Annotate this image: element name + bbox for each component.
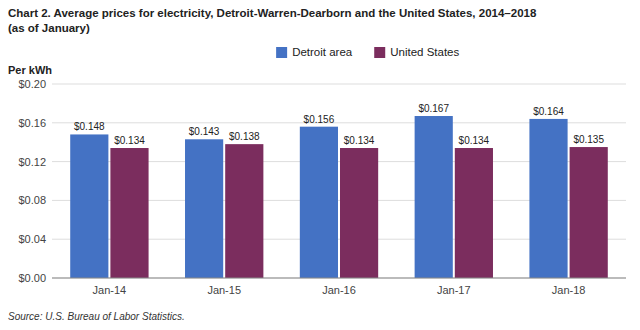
x-tick-label: Jan-17 xyxy=(437,284,471,296)
bar xyxy=(185,139,223,278)
subtitle: (as of January) xyxy=(8,22,90,34)
legend: Detroit area United States xyxy=(276,46,459,58)
bar xyxy=(529,119,567,278)
y-tick-label: $0.00 xyxy=(18,272,46,284)
x-axis-line xyxy=(52,278,626,279)
bar xyxy=(225,144,263,278)
legend-item: Detroit area xyxy=(276,46,353,58)
data-label: $0.156 xyxy=(304,114,335,125)
legend-swatch xyxy=(374,47,385,58)
data-label: $0.143 xyxy=(189,126,220,137)
source: Source: U.S. Bureau of Labor Statistics. xyxy=(8,311,185,322)
bar xyxy=(415,116,453,278)
data-label: $0.134 xyxy=(459,135,490,146)
grid-line xyxy=(52,278,626,279)
y-tick-label: $0.20 xyxy=(18,78,46,90)
data-label: $0.167 xyxy=(418,103,449,114)
legend-label: Detroit area xyxy=(292,46,353,58)
y-axis-label: Per kWh xyxy=(8,64,52,76)
bar xyxy=(455,148,493,278)
legend-item: United States xyxy=(374,46,459,58)
data-label: $0.148 xyxy=(74,121,105,132)
legend-swatch xyxy=(276,47,287,58)
y-tick-label: $0.12 xyxy=(18,156,46,168)
bar xyxy=(300,127,338,278)
y-tick-label: $0.08 xyxy=(18,194,46,206)
bars xyxy=(70,116,608,278)
grid-line xyxy=(52,84,626,85)
bar xyxy=(570,147,608,278)
data-label: $0.138 xyxy=(229,131,260,142)
data-label: $0.135 xyxy=(573,134,604,145)
grid xyxy=(52,84,626,278)
x-tick-label: Jan-14 xyxy=(93,284,127,296)
bar xyxy=(110,148,148,278)
y-tick-label: $0.04 xyxy=(18,233,46,245)
data-label: $0.134 xyxy=(344,135,375,146)
chart: Chart 2. Average prices for electricity,… xyxy=(0,0,640,330)
y-tick-label: $0.16 xyxy=(18,117,46,129)
title: Chart 2. Average prices for electricity,… xyxy=(8,7,537,19)
legend-label: United States xyxy=(390,46,459,58)
bar xyxy=(70,134,108,278)
x-tick-label: Jan-18 xyxy=(552,284,586,296)
data-label: $0.134 xyxy=(114,135,145,146)
x-tick-label: Jan-15 xyxy=(207,284,241,296)
data-labels: $0.148 $0.143 $0.156 $0.167 $0.164 $0.134 $0.1… xyxy=(74,103,604,146)
x-tick-label: Jan-16 xyxy=(322,284,356,296)
bar xyxy=(340,148,378,278)
data-label: $0.164 xyxy=(533,106,564,117)
